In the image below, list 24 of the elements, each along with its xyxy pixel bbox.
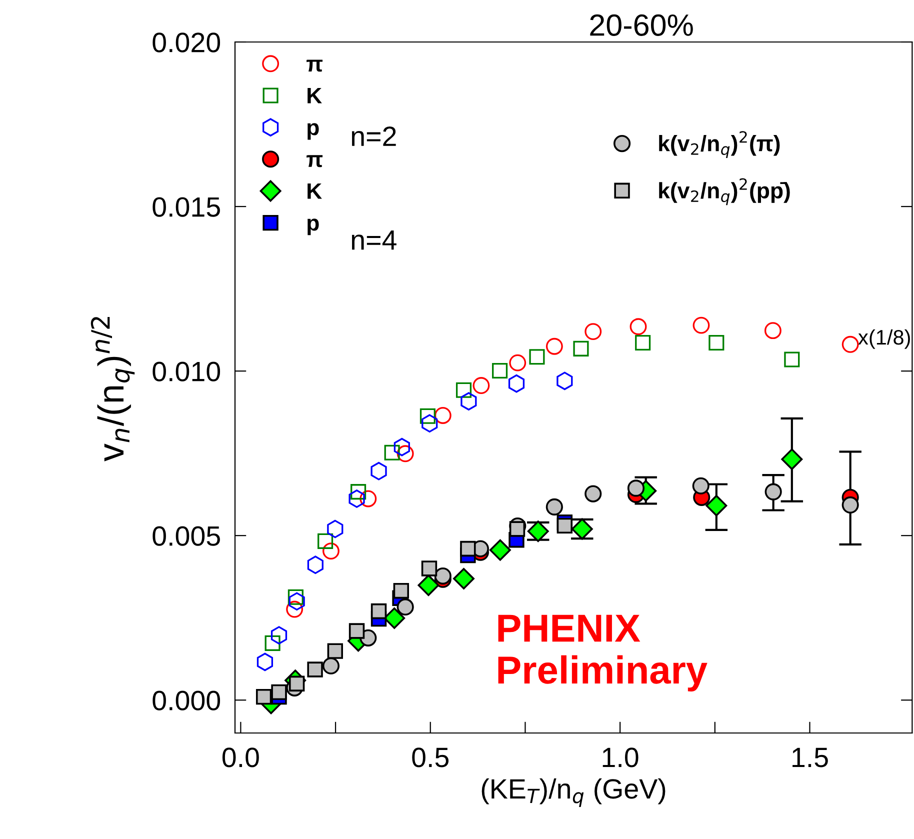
legend-label: p: [308, 218, 319, 236]
legend-label: K: [308, 88, 322, 104]
x-tick-label: 0.0: [222, 748, 259, 768]
x-tick-label: 1.0: [602, 748, 638, 768]
chart-title: 20-60%: [590, 14, 693, 36]
x-tick-label: 0.5: [412, 748, 449, 768]
legend-label: π: [306, 60, 323, 72]
annotation: n=2: [352, 126, 396, 146]
legend-label: π: [306, 155, 323, 168]
y-tick-label: 0.010: [152, 362, 220, 382]
y-tick-label: 0.020: [152, 32, 220, 52]
x-axis-title: (KE$_{T}$)/n$_{q}$ (GeV): [482, 778, 666, 808]
legend-label: k(v$_{2}$/n$_{q}$)$^{2}$(pp̄): [659, 178, 790, 206]
y-tick-label: 0.015: [152, 197, 220, 217]
annotation: x(1/8): [858, 329, 910, 349]
legend-label: p: [308, 123, 319, 140]
y-axis-title: v$_{n}$/(n$_{q}$)$^{n/2}$: [90, 317, 135, 462]
annotation: n=4: [352, 230, 396, 250]
legend-label: K: [308, 183, 322, 199]
annotation: PHENIX Preliminary: [498, 614, 708, 692]
legend-label: k(v$_{2}$/n$_{q}$)$^{2}$(π): [659, 131, 780, 158]
y-tick-label: 0.005: [152, 526, 220, 546]
x-tick-label: 1.5: [792, 748, 828, 768]
y-tick-label: 0.000: [152, 690, 220, 710]
